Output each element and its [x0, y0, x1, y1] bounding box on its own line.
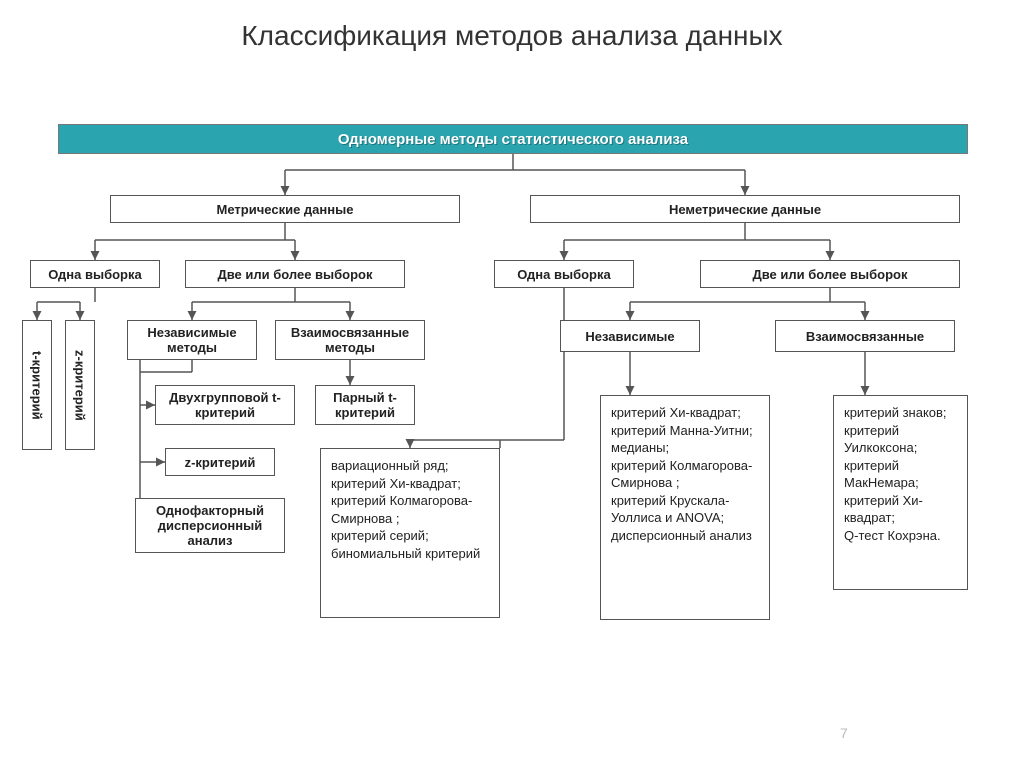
- page-title: Классификация методов анализа данных: [0, 20, 1024, 52]
- metric-one-sample-box: Одна выборка: [30, 260, 160, 288]
- metric-two-sample-box: Две или более выборок: [185, 260, 405, 288]
- z-criterion-leaf-box: z-критерий: [165, 448, 275, 476]
- metric-related-box: Взаимосвязанные методы: [275, 320, 425, 360]
- nonmetric-one-sample-box: Одна выборка: [494, 260, 634, 288]
- paired-t-box: Парный t-критерий: [315, 385, 415, 425]
- metric-data-box: Метрические данные: [110, 195, 460, 223]
- metric-independent-box: Независимые методы: [127, 320, 257, 360]
- two-group-t-box: Двухгрупповой t-критерий: [155, 385, 295, 425]
- one-way-anova-box: Однофакторный дисперсионный анализ: [135, 498, 285, 553]
- nonmetric-independent-box: Независимые: [560, 320, 700, 352]
- root-box: Одномерные методы статистического анализ…: [58, 124, 968, 154]
- nonmetric-indep-list-box: критерий Хи-квадрат;критерий Манна-Уитни…: [600, 395, 770, 620]
- nonmetric-related-box: Взаимосвязанные: [775, 320, 955, 352]
- page-number: 7: [840, 725, 848, 741]
- z-criterion-box: z-критерий: [65, 320, 95, 450]
- nonmetric-rel-list-box: критерий знаков;критерий Уилкоксона;крит…: [833, 395, 968, 590]
- nonmetric-two-sample-box: Две или более выборок: [700, 260, 960, 288]
- connector-layer: [0, 0, 1024, 767]
- nonmetric-data-box: Неметрические данные: [530, 195, 960, 223]
- nonmetric-one-list-box: вариационный ряд;критерий Хи-квадрат;кри…: [320, 448, 500, 618]
- t-criterion-box: t-критерий: [22, 320, 52, 450]
